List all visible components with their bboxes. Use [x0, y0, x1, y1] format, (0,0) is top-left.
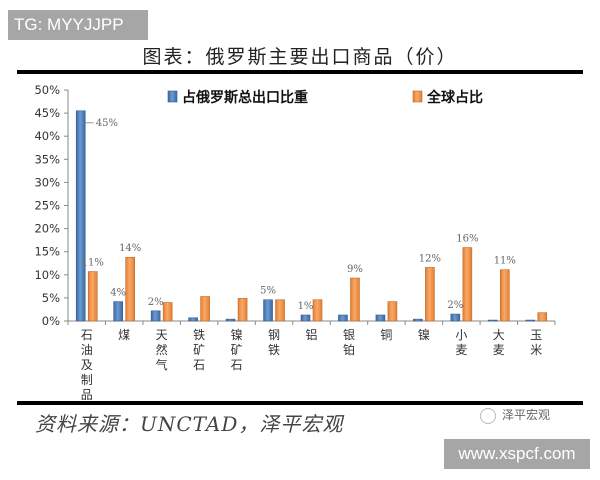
bar-russia-share — [413, 318, 423, 322]
y-axis: 0% 5% 10% 15% 20% 25% 30% 35% 40% 45% 50% — [34, 83, 69, 328]
bar-global-share — [425, 267, 435, 322]
x-category-label: 镍矿石 — [231, 328, 243, 372]
value-label: 2% — [447, 300, 463, 311]
bar-russia-share — [113, 301, 123, 322]
bar-russia-share — [488, 319, 498, 322]
value-label: 1% — [298, 301, 314, 312]
x-category-label: 银铂 — [343, 328, 355, 357]
wechat-brand: 泽平宏观 — [480, 406, 550, 424]
bar-global-share — [275, 299, 285, 322]
source-note: 资料来源：UNCTAD，泽平宏观 — [35, 412, 344, 436]
y-tick-label: 35% — [34, 152, 60, 166]
value-label: 45% — [96, 118, 118, 129]
bar-chart: 0% 5% 10% 15% 20% 25% 30% 35% 40% 45% 50% 石油及制品 煤 天然… — [34, 83, 556, 400]
x-category-label: 钢铁 — [268, 328, 280, 357]
bar-russia-share — [150, 310, 161, 322]
y-tick-label: 45% — [34, 106, 60, 120]
value-label: 4% — [110, 288, 126, 299]
bar-global-share — [537, 312, 548, 322]
bar-russia-share — [225, 318, 236, 322]
x-category-label: 石油及制品 — [81, 328, 93, 400]
value-label: 16% — [456, 234, 478, 245]
bars — [75, 110, 548, 322]
brand-label: 泽平宏观 — [502, 408, 551, 422]
bar-global-share — [387, 301, 398, 322]
x-category-label: 镍 — [418, 328, 430, 342]
bar-russia-share — [450, 313, 461, 322]
x-category-label: 煤 — [118, 328, 130, 342]
footer-divider — [17, 401, 583, 405]
value-labels: 45% 11% 4% 14% 2% 5% 1% 9% 12% 2% 16% 11% — [82, 118, 516, 312]
watermark-url: www.xspcf.com — [444, 439, 590, 469]
y-tick-label: 30% — [34, 175, 60, 189]
bar-global-share — [312, 299, 323, 322]
x-category-label: 铜 — [380, 327, 392, 342]
y-tick-label: 15% — [34, 245, 60, 259]
bar-global-share — [125, 256, 135, 322]
y-tick-label: 10% — [34, 268, 60, 282]
wechat-icon — [480, 407, 496, 424]
value-label: 14% — [119, 243, 141, 254]
bar-global-share — [500, 269, 510, 322]
y-tick-label: 20% — [34, 222, 60, 236]
legend: 占俄罗斯总出口比重 全球占比 — [167, 89, 483, 106]
y-tick-label: 25% — [34, 199, 60, 213]
y-tick-label: 5% — [42, 291, 60, 305]
bar-russia-share — [375, 314, 386, 322]
bar-global-share — [350, 277, 360, 322]
bar-global-share — [87, 271, 98, 322]
value-label: 9% — [347, 264, 363, 275]
bar-global-share — [237, 298, 248, 322]
x-category-label: 天然气 — [156, 328, 168, 372]
bar-global-share — [462, 247, 473, 322]
legend-label-russia: 占俄罗斯总出口比重 — [182, 89, 308, 106]
bar-russia-share — [525, 319, 536, 322]
y-tick-label: 0% — [42, 314, 60, 328]
legend-swatch-global — [412, 90, 423, 103]
watermark-tg: TG: MYYJJPP — [8, 10, 148, 40]
bar-russia-share — [75, 110, 86, 322]
bar-global-share — [162, 302, 173, 322]
x-category-label: 铁矿石 — [193, 328, 205, 372]
y-tick-label: 50% — [34, 83, 60, 97]
x-category-label: 小麦 — [455, 328, 467, 357]
value-label: 11% — [82, 258, 104, 269]
legend-label-global: 全球占比 — [426, 89, 483, 106]
x-category-label: 玉米 — [530, 328, 542, 357]
bar-russia-share — [300, 314, 311, 322]
x-category-label: 大麦 — [493, 328, 505, 357]
value-label: 11% — [494, 256, 516, 267]
chart-title: 图表：俄罗斯主要出口商品（价） — [142, 46, 458, 68]
bar-russia-share — [338, 314, 348, 322]
bar-russia-share — [263, 299, 273, 322]
value-label: 2% — [148, 297, 164, 308]
x-category-label: 铝 — [305, 327, 317, 342]
title-divider — [17, 70, 583, 74]
bar-russia-share — [188, 317, 198, 322]
legend-swatch-russia — [167, 90, 178, 103]
value-label: 12% — [419, 253, 441, 264]
y-tick-label: 40% — [34, 129, 60, 143]
value-label: 5% — [260, 286, 276, 297]
bar-global-share — [200, 296, 210, 322]
